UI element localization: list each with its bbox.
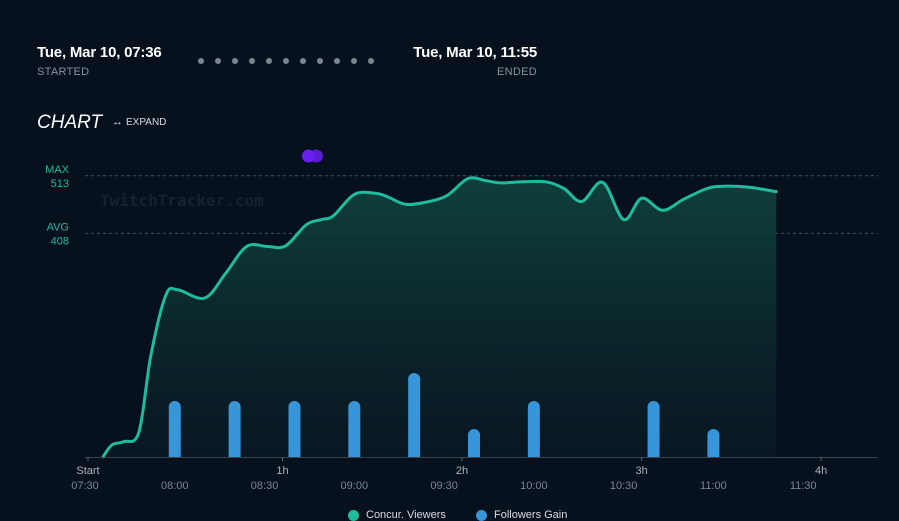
- followers-bar: [348, 401, 361, 463]
- duration-tick-label: 1h: [276, 465, 288, 477]
- time-tick-label: 11:00: [700, 480, 727, 492]
- watermark: TwitchTracker.com: [100, 191, 264, 210]
- bar-mask: [80, 457, 883, 478]
- max-label: MAX: [45, 164, 70, 176]
- avg-value: 408: [51, 235, 69, 247]
- followers-bar: [228, 401, 241, 463]
- end-time: Tue, Mar 10, 11:55: [413, 44, 537, 61]
- timeline-dot: [334, 58, 340, 64]
- duration-tick-label: 2h: [456, 465, 468, 477]
- timeline-dot: [317, 58, 323, 64]
- followers-bar: [707, 429, 720, 463]
- timeline-dot: [283, 58, 289, 64]
- followers-bar: [408, 373, 421, 463]
- time-tick-label: 09:00: [341, 480, 369, 492]
- avg-label: AVG: [47, 221, 69, 233]
- legend-viewers[interactable]: Concur. Viewers: [348, 509, 446, 521]
- start-time: Tue, Mar 10, 07:36: [37, 44, 162, 61]
- viewers-area: [102, 177, 777, 457]
- time-tick-label: 08:30: [251, 480, 279, 492]
- followers-bar: [468, 429, 481, 463]
- stream-end-block: Tue, Mar 10, 11:55 ENDED: [413, 44, 537, 78]
- timeline-dot: [300, 58, 306, 64]
- legend-followers[interactable]: Followers Gain: [476, 509, 567, 521]
- followers-bar: [168, 401, 181, 463]
- timeline-dot: [215, 58, 221, 64]
- duration-tick-label: 3h: [635, 465, 647, 477]
- followers-bar: [647, 401, 660, 463]
- timeline-dot: [266, 58, 272, 64]
- event-marker: [309, 149, 323, 163]
- legend-followers-label: Followers Gain: [494, 509, 568, 521]
- expand-button[interactable]: ↔ EXPAND: [112, 116, 166, 128]
- legend-followers-dot: [476, 509, 487, 521]
- time-tick-label: 09:30: [430, 480, 458, 492]
- duration-tick-label: 4h: [815, 465, 827, 477]
- end-label: ENDED: [496, 66, 537, 78]
- time-tick-label: 08:00: [161, 480, 189, 492]
- time-tick-label: 07:30: [71, 480, 99, 492]
- viewers-line: [101, 176, 778, 459]
- max-value: 513: [51, 178, 69, 190]
- time-tick-label: 10:00: [520, 480, 548, 492]
- followers-bar: [288, 401, 301, 463]
- start-label: STARTED: [37, 66, 90, 78]
- double-arrow-icon: ↔: [112, 116, 123, 128]
- expand-label: EXPAND: [126, 116, 167, 128]
- timeline-dot: [351, 58, 357, 64]
- time-tick-label: 11:30: [790, 480, 817, 492]
- followers-bar: [527, 401, 540, 463]
- time-tick-label: 10:30: [610, 480, 638, 492]
- timeline-dot: [198, 58, 204, 64]
- duration-tick-label: Start: [76, 465, 99, 477]
- timeline-dot: [249, 58, 255, 64]
- legend-viewers-label: Concur. Viewers: [366, 509, 446, 521]
- chart-title: CHART: [37, 112, 103, 133]
- legend-viewers-dot: [348, 509, 359, 521]
- timeline-dot: [368, 58, 374, 64]
- timeline-dots: [198, 58, 378, 66]
- timeline-dot: [232, 58, 238, 64]
- stream-start-block: Tue, Mar 10, 07:36 STARTED: [37, 44, 162, 78]
